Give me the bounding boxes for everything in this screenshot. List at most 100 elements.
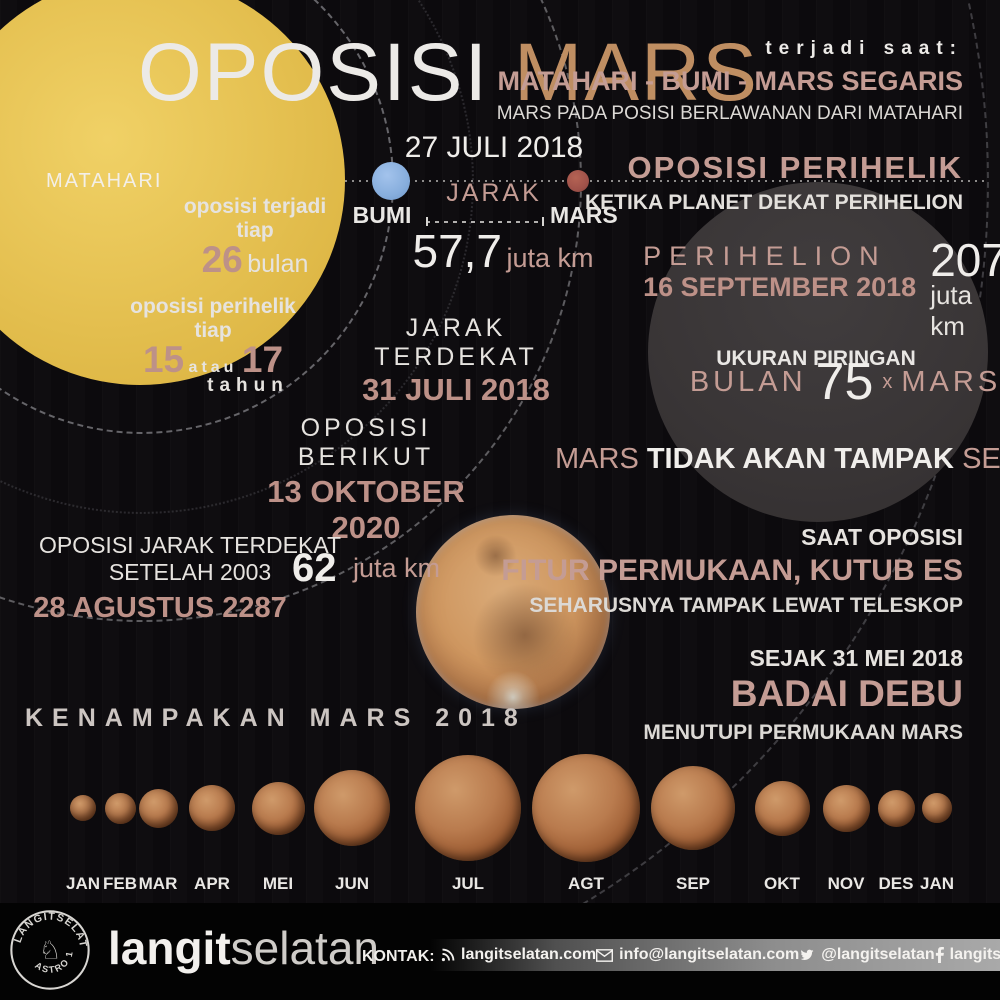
month-label-mar-2: MAR (138, 874, 178, 893)
fact-cycle-unit: bulan (247, 250, 309, 278)
month-label-des-11: DES (878, 874, 914, 893)
fact-closest-distance: JARAK TERDEKAT 31 JULI 2018 (346, 314, 566, 408)
distance-unit: juta km (506, 243, 594, 273)
contact-mail-text: info@langitselatan.com (619, 946, 800, 963)
mars-dot (567, 170, 589, 192)
contact-rss-link[interactable]: langitselatan.com (440, 946, 596, 964)
perihelic-opposition-heading: OPOSISI PERIHELIK KETIKA PLANET DEKAT PE… (585, 150, 963, 215)
footer: LANGITSELATAN ASTRO 101 ♘ langitselatan … (0, 903, 1000, 1000)
disk-mars-label: MARS (901, 366, 1000, 399)
occurs-when-kicker: terjadi saat: (765, 38, 963, 59)
moon-comparison-note: MARS TIDAK AKAN TAMPAK SEBESAR BULAN (555, 443, 1000, 476)
mars-month-globe-jul-6 (415, 755, 521, 861)
brand-bold: langit (108, 922, 231, 974)
disk-times-label: x (882, 371, 893, 394)
fact-perihelic-cycle: oposisi perihelik tiap 15 atau 17 tahun (123, 295, 303, 397)
mars-month-globe-mei-4 (251, 781, 305, 835)
perihelion-circle (648, 182, 988, 522)
fact-next-opposition: OPOSISI BERIKUT 13 OKTOBER 2020 62 juta … (246, 414, 486, 591)
contact-facebook-text: langitselatan (949, 946, 1000, 963)
mars-month-globe-okt-9 (754, 780, 810, 836)
perihelion-distance-value: 207 (930, 234, 1000, 286)
distance-measure-line (426, 217, 544, 226)
facebook-icon (935, 947, 944, 963)
telescope-block: SAAT OPOSISI FITUR PERMUKAAN, KUTUB ES S… (501, 524, 963, 618)
contact-twitter-link[interactable]: @langitselatan (799, 946, 935, 964)
perihelic-title: OPOSISI PERIHELIK (627, 150, 963, 185)
mars-month-globe-sep-8 (651, 766, 735, 850)
perihelion-distance-unit: juta km (930, 280, 973, 342)
fact-record-date: 28 AGUSTUS 2287 (33, 592, 287, 624)
month-label-agt-7: AGT (568, 874, 604, 893)
perihelic-subtitle: KETIKA PLANET DEKAT PERIHELION (584, 191, 963, 214)
dust-storm-title: BADAI DEBU (730, 673, 963, 714)
contact-mail-link[interactable]: info@langitselatan.com (596, 946, 799, 964)
note-bold: TIDAK AKAN TAMPAK (646, 443, 963, 475)
telescope-lead: SAAT OPOSISI (801, 524, 963, 550)
mail-icon (596, 948, 614, 962)
contact-items: langitselatan.com info@langitselatan.com @… (430, 939, 1000, 971)
brand-wordmark: langitselatan (108, 921, 379, 975)
month-label-mei-4: MEI (262, 874, 294, 893)
distance-value-row: 57,7 juta km (408, 228, 598, 274)
contact-label: KONTAK: (362, 948, 435, 965)
fact-cycle-lead: oposisi terjadi tiap (183, 195, 327, 242)
disk-size-lead: UKURAN PIRINGAN (716, 347, 916, 370)
fact-perihelic-unit: tahun (207, 375, 289, 396)
alignment-explainer: MARS PADA POSISI BERLAWANAN DARI MATAHAR… (496, 103, 963, 124)
month-label-jan-0: JAN (65, 874, 101, 893)
mars-label: MARS (550, 202, 618, 228)
telescope-sub: SEHARUSNYA TAMPAK LEWAT TELESKOP (529, 594, 963, 617)
perihelion-title: PERIHELION (643, 241, 887, 271)
fact-record-opposition: OPOSISI JARAK TERDEKAT SETELAH 2003 28 A… (25, 532, 355, 625)
fact-next-value: 62 (292, 546, 337, 590)
perihelion-info-row: PERIHELION 16 SEPTEMBER 2018 207 juta km (643, 237, 1000, 342)
month-label-apr-3: APR (194, 874, 230, 893)
distance-value: 57,7 (412, 225, 503, 277)
title-accent: MARS (514, 27, 759, 118)
mars-month-globe-jun-5 (314, 770, 390, 846)
opposition-date: 27 JULI 2018 (404, 131, 584, 164)
disk-ratio-value: 75 (815, 353, 874, 411)
fact-next-date: 13 OKTOBER 2020 (267, 474, 465, 545)
contact-facebook-link[interactable]: langitselatan (935, 946, 1000, 964)
dust-storm-block: SEJAK 31 MEI 2018 BADAI DEBU MENUTUPI PE… (643, 645, 963, 745)
occurs-when-block: terjadi saat: MATAHARI - BUMI - MARS SEG… (497, 38, 963, 125)
contact-rss-text: langitselatan.com (461, 946, 597, 963)
dust-storm-sub: MENUTUPI PERMUKAAN MARS (643, 721, 963, 744)
note-post: SEBESAR BULAN (962, 443, 1000, 475)
disk-size-row: BULAN 75 x MARS (690, 353, 997, 411)
mars-month-globe-jan-12 (922, 793, 952, 823)
stamp-rider-glyph: ♘ (39, 936, 62, 964)
sun-graphic (0, 0, 345, 385)
mars-month-globe-jan-0 (70, 795, 96, 821)
fact-perihelic-v2: 17 (241, 339, 284, 380)
perihelion-date: 16 SEPTEMBER 2018 (643, 272, 917, 302)
rss-icon (440, 948, 455, 963)
telescope-title: FITUR PERMUKAAN, KUTUB ES (501, 554, 963, 587)
month-label-jul-6: JUL (451, 874, 485, 893)
note-pre: MARS (555, 443, 647, 475)
fact-opposition-cycle: oposisi terjadi tiap 26 bulan (165, 195, 345, 279)
fact-perihelic-v1: 15 (142, 339, 185, 380)
mars-month-globe-mar-2 (138, 788, 178, 828)
fact-cycle-value: 26 (201, 239, 243, 280)
mars-month-globe-des-11 (877, 789, 915, 827)
fact-closest-lead: JARAK TERDEKAT (374, 314, 538, 371)
sun-label: MATAHARI (46, 170, 163, 192)
mars-photo (416, 515, 610, 709)
fact-closest-date: 31 JULI 2018 (362, 372, 550, 407)
fact-next-unit: juta km (352, 553, 440, 583)
month-label-okt-9: OKT (764, 874, 800, 893)
earth-dot (372, 162, 410, 200)
alignment-statement: MATAHARI - BUMI - MARS SEGARIS (497, 66, 963, 96)
earth-label: BUMI (352, 202, 412, 228)
month-label-jan-12: JAN (919, 874, 955, 893)
dust-storm-lead: SEJAK 31 MEI 2018 (749, 645, 963, 671)
mars-month-globe-feb-1 (104, 792, 136, 824)
fact-perihelic-lead: oposisi perihelik tiap (130, 295, 296, 342)
month-label-jun-5: JUN (334, 874, 370, 893)
month-label-feb-1: FEB (103, 874, 137, 893)
mars-month-globe-nov-10 (822, 784, 870, 832)
